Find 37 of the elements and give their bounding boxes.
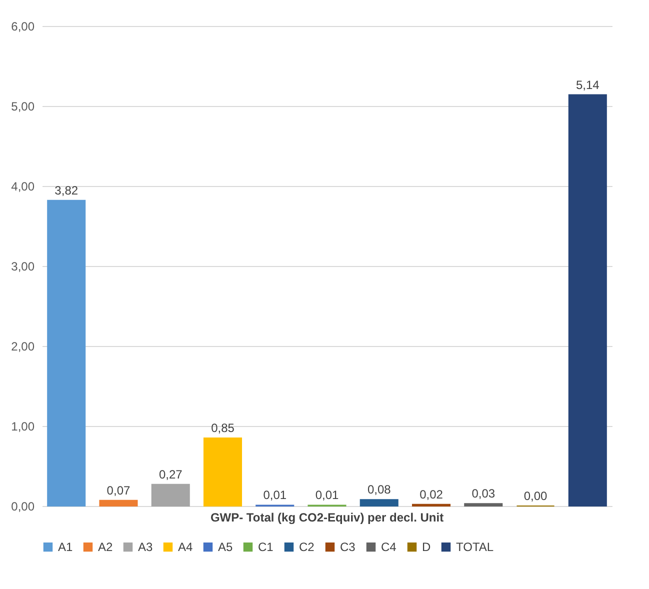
bar bbox=[203, 438, 242, 506]
bar bbox=[47, 200, 86, 506]
data-label: 0,08 bbox=[367, 482, 392, 497]
data-label: 0,03 bbox=[472, 486, 496, 501]
x-tick-label: GWP- Total (kg CO2-Equiv) per decl. Unit bbox=[210, 510, 444, 524]
legend-label: A1 bbox=[58, 540, 74, 554]
bar bbox=[99, 500, 138, 506]
bar bbox=[360, 499, 398, 506]
bar bbox=[568, 94, 607, 506]
y-tick-label: 3,00 bbox=[11, 260, 35, 274]
bar bbox=[464, 503, 503, 506]
bar bbox=[151, 484, 190, 506]
legend-label: TOTAL bbox=[456, 540, 494, 554]
data-label: 0,00 bbox=[524, 489, 548, 503]
y-tick-label: 6,00 bbox=[11, 20, 35, 34]
legend-label: A4 bbox=[178, 540, 194, 554]
y-tick-label: 5,00 bbox=[11, 100, 35, 114]
legend-label: A2 bbox=[98, 540, 114, 554]
data-label: 0,07 bbox=[106, 483, 130, 498]
data-label: 5,14 bbox=[576, 78, 600, 92]
data-label: 0,27 bbox=[158, 467, 183, 482]
y-tick-label: 1,00 bbox=[11, 420, 35, 434]
legend-label: C3 bbox=[340, 540, 356, 554]
legend-label: C1 bbox=[258, 540, 274, 554]
data-label: 0,85 bbox=[211, 421, 235, 435]
data-label: 0,01 bbox=[263, 488, 287, 502]
y-tick-label: 2,00 bbox=[11, 340, 35, 354]
legend-label: D bbox=[422, 540, 431, 554]
y-tick-label: 4,00 bbox=[11, 180, 35, 194]
legend-label: A3 bbox=[138, 540, 154, 554]
data-label: 0,01 bbox=[315, 488, 339, 502]
legend-label: A5 bbox=[218, 540, 234, 554]
data-label: 0,02 bbox=[420, 487, 444, 502]
data-label: 3,82 bbox=[54, 183, 78, 198]
y-tick-label: 0,00 bbox=[11, 500, 35, 514]
legend-label: C4 bbox=[381, 540, 397, 554]
legend-label: C2 bbox=[299, 540, 315, 554]
